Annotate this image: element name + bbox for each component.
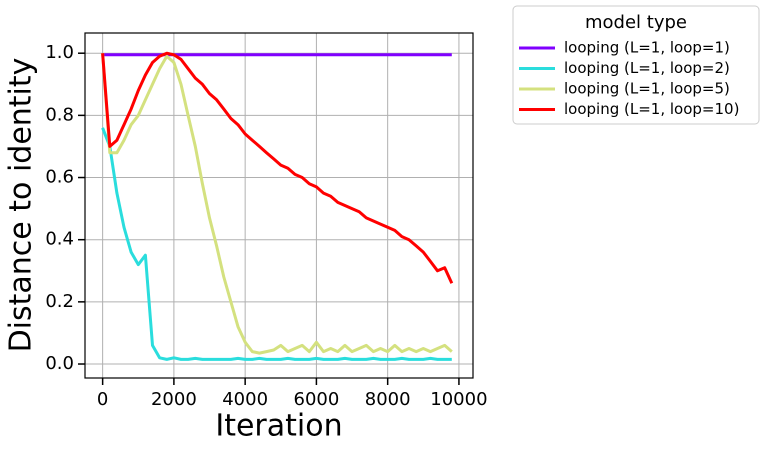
y-tick-label: 0.4 — [45, 229, 74, 250]
series-line — [101, 127, 452, 361]
x-tick-label: 6000 — [294, 389, 340, 410]
x-tick-label: 0 — [97, 389, 108, 410]
y-axis-label: Distance to identity — [4, 58, 39, 353]
y-tick-label: 1.0 — [45, 42, 74, 63]
x-tick-label: 10000 — [430, 389, 487, 410]
legend-label: looping (L=1, loop=10) — [564, 100, 739, 118]
series-line — [101, 51, 454, 284]
x-tick-label: 2000 — [151, 389, 197, 410]
legend-label: looping (L=1, loop=1) — [564, 39, 730, 57]
y-tick-label: 0.6 — [45, 167, 74, 188]
legend-label: looping (L=1, loop=5) — [564, 80, 730, 98]
legend-label: looping (L=1, loop=2) — [564, 59, 730, 77]
series-line — [101, 53, 453, 355]
y-tick-label: 0.8 — [45, 104, 74, 125]
x-tick-label: 8000 — [365, 389, 411, 410]
x-axis-label: Iteration — [215, 409, 342, 444]
legend-box — [512, 5, 760, 125]
y-tick-label: 0.2 — [45, 291, 74, 312]
legend-title: model type — [585, 12, 687, 33]
plot-frame — [84, 32, 474, 379]
y-tick-label: 0.0 — [45, 353, 74, 374]
x-tick-label: 4000 — [222, 389, 268, 410]
